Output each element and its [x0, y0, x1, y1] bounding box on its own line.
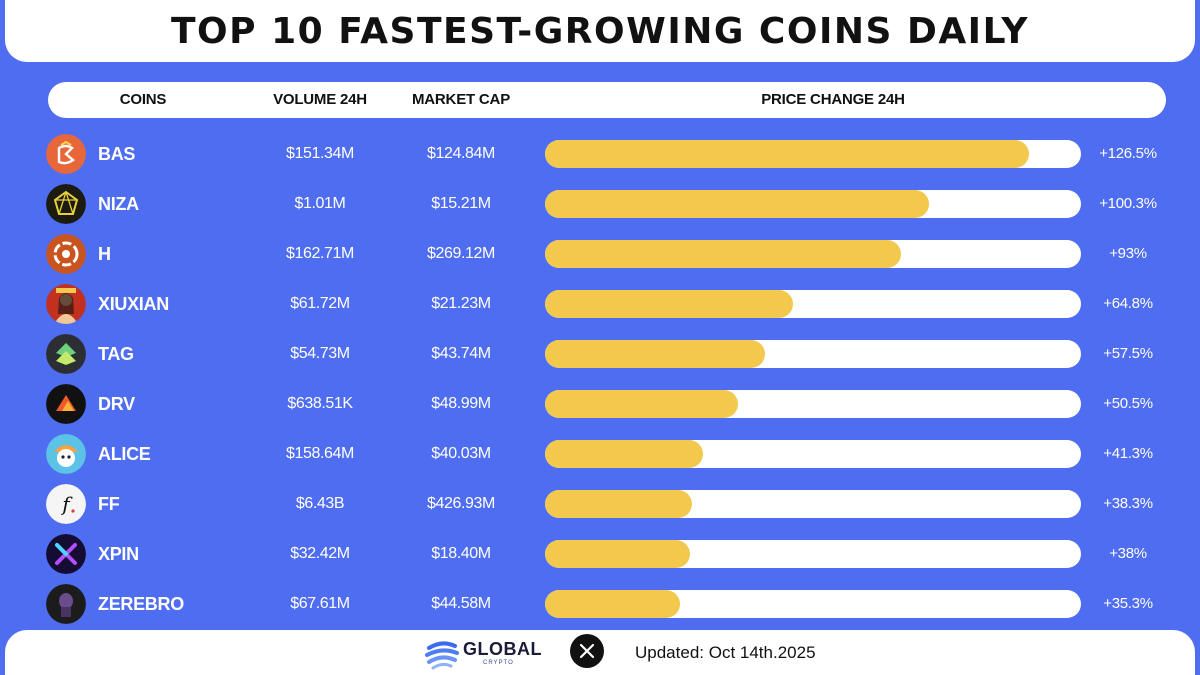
price-change-bar-track [545, 140, 1081, 168]
price-change-label: +38.3% [1103, 495, 1153, 512]
price-change-label: +38% [1109, 545, 1147, 562]
market-cap-value: $40.03M [431, 445, 491, 462]
table-row: f FF $6.43B $426.93M +38.3% [0, 479, 1200, 529]
title-banner: TOP 10 FASTEST-GROWING COINS DAILY [5, 0, 1195, 62]
header-price-change: PRICE CHANGE 24H [761, 91, 905, 108]
price-change-label: +50.5% [1103, 395, 1153, 412]
header-market-cap: MARKET CAP [412, 91, 510, 108]
market-cap-value: $48.99M [431, 395, 491, 412]
price-change-bar-niza [545, 190, 929, 218]
global-crypto-logo: GLOBAL CRYPTO [425, 636, 545, 672]
table-row: ALICE $158.64M $40.03M +41.3% [0, 429, 1200, 479]
volume-value: $61.72M [290, 295, 350, 312]
price-change-bar-track [545, 590, 1081, 618]
price-change-bar-ff [545, 490, 692, 518]
tag-coin-icon [46, 334, 86, 374]
price-change-bar-h [545, 240, 901, 268]
global-crypto-logo-icon [425, 641, 459, 670]
price-change-bar-tag [545, 340, 765, 368]
price-change-bar-xiuxian [545, 290, 793, 318]
drv-coin-icon [46, 384, 86, 424]
volume-value: $1.01M [294, 195, 346, 212]
volume-value: $638.51K [287, 395, 353, 412]
market-cap-value: $269.12M [427, 245, 495, 262]
price-change-bar-zerebro [545, 590, 680, 618]
coin-name-tag: TAG [98, 344, 134, 364]
alice-coin-icon [46, 434, 86, 474]
price-change-bar-track [545, 290, 1081, 318]
niza-coin-icon [46, 184, 86, 224]
market-cap-value: $426.93M [427, 495, 495, 512]
xiuxian-coin-icon [46, 284, 86, 324]
volume-value: $6.43B [295, 495, 345, 512]
table-row: BAS $151.34M $124.84M +126.5% [0, 129, 1200, 179]
coin-name-alice: ALICE [98, 444, 151, 464]
price-change-bar-bas [545, 140, 1029, 168]
coin-name-ff: FF [98, 494, 120, 514]
price-change-label: +35.3% [1103, 595, 1153, 612]
volume-value: $54.73M [290, 345, 350, 362]
price-change-label: +126.5% [1099, 145, 1157, 162]
zerebro-coin-icon [46, 584, 86, 624]
coin-name-xpin: XPIN [98, 544, 139, 564]
table-row: XIUXIAN $61.72M $21.23M +64.8% [0, 279, 1200, 329]
volume-value: $158.64M [286, 445, 354, 462]
price-change-label: +93% [1109, 245, 1147, 262]
ff-coin-icon: f [46, 484, 86, 524]
brand-name: GLOBAL [463, 639, 542, 659]
x-icon[interactable] [570, 634, 604, 668]
brand-sub: CRYPTO [483, 660, 514, 666]
table-row: TAG $54.73M $43.74M +57.5% [0, 329, 1200, 379]
price-change-label: +41.3% [1103, 445, 1153, 462]
xpin-coin-icon [46, 534, 86, 574]
table-header: COINS VOLUME 24H MARKET CAP PRICE CHANGE… [48, 82, 1166, 118]
table-row: DRV $638.51K $48.99M +50.5% [0, 379, 1200, 429]
price-change-bar-alice [545, 440, 703, 468]
footer: GLOBAL CRYPTO Updated: Oct 14th.2025 [5, 630, 1195, 675]
price-change-bar-track [545, 540, 1081, 568]
coin-name-zerebro: ZEREBRO [98, 594, 184, 614]
coin-name-niza: NIZA [98, 194, 139, 214]
table-row: XPIN $32.42M $18.40M +38% [0, 529, 1200, 579]
market-cap-value: $15.21M [431, 195, 491, 212]
market-cap-value: $18.40M [431, 545, 491, 562]
price-change-label: +57.5% [1103, 345, 1153, 362]
volume-value: $32.42M [290, 545, 350, 562]
market-cap-value: $124.84M [427, 145, 495, 162]
price-change-bar-track [545, 240, 1081, 268]
price-change-label: +100.3% [1099, 195, 1157, 212]
volume-value: $67.61M [290, 595, 350, 612]
coin-name-drv: DRV [98, 394, 135, 414]
page-title: TOP 10 FASTEST-GROWING COINS DAILY [171, 10, 1029, 52]
price-change-bar-track [545, 390, 1081, 418]
updated-date: Updated: Oct 14th.2025 [635, 643, 816, 662]
table-row: H $162.71M $269.12M +93% [0, 229, 1200, 279]
header-coins: COINS [119, 91, 167, 108]
market-cap-value: $43.74M [431, 345, 491, 362]
market-cap-value: $44.58M [431, 595, 491, 612]
price-change-label: +64.8% [1103, 295, 1153, 312]
volume-value: $151.34M [286, 145, 354, 162]
price-change-bar-track [545, 440, 1081, 468]
coin-name-xiuxian: XIUXIAN [98, 294, 169, 314]
price-change-bar-track [545, 490, 1081, 518]
table-row: ZEREBRO $67.61M $44.58M +35.3% [0, 579, 1200, 629]
coin-name-h: H [98, 244, 111, 264]
market-cap-value: $21.23M [431, 295, 491, 312]
coin-name-bas: BAS [98, 144, 136, 164]
price-change-bar-drv [545, 390, 738, 418]
header-volume: VOLUME 24H [273, 91, 367, 108]
bas-coin-icon [46, 134, 86, 174]
volume-value: $162.71M [286, 245, 354, 262]
price-change-bar-track [545, 190, 1081, 218]
table-row: NIZA $1.01M $15.21M +100.3% [0, 179, 1200, 229]
price-change-bar-xpin [545, 540, 690, 568]
h-coin-icon [46, 234, 86, 274]
price-change-bar-track [545, 340, 1081, 368]
